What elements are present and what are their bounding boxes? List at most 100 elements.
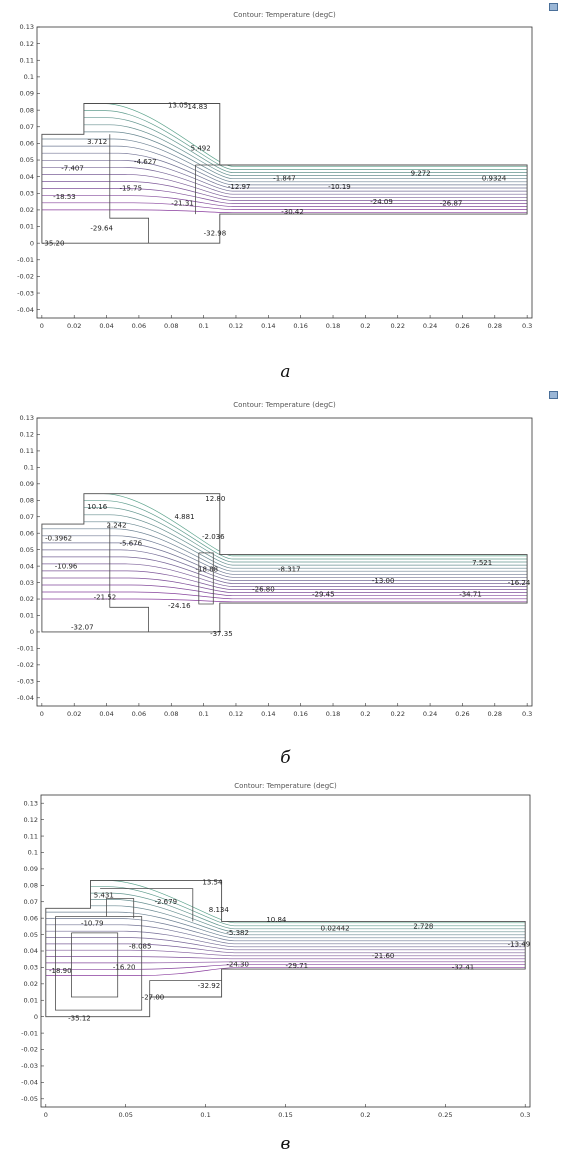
- contour-label: -18.90: [49, 967, 72, 975]
- y-tick-label: 0.09: [24, 865, 38, 873]
- contour-label: -24.09: [370, 198, 393, 206]
- y-tick-label: -0.02: [17, 661, 34, 669]
- contour-label: -4.627: [134, 158, 157, 166]
- x-tick-label: 0.16: [293, 710, 307, 718]
- isotherm-line: [45, 911, 526, 939]
- isotherm-line: [45, 930, 526, 948]
- y-tick-label: 0.06: [20, 529, 34, 537]
- caption-a: а: [280, 362, 291, 382]
- y-tick-label: 0: [30, 628, 34, 636]
- contour-label: 10.84: [266, 916, 287, 924]
- x-tick-label: 0.2: [360, 322, 370, 330]
- x-tick-label: 0.04: [99, 322, 113, 330]
- x-tick-label: 0.3: [522, 322, 532, 330]
- contour-label: -30.42: [281, 208, 304, 216]
- contour-label: -37.35: [210, 630, 233, 638]
- x-tick-label: 0.2: [360, 1111, 370, 1119]
- isotherm-line: [45, 899, 526, 933]
- isotherm-line: [41, 535, 528, 575]
- x-tick-label: 0.15: [278, 1111, 292, 1119]
- y-tick-label: -0.03: [17, 289, 34, 297]
- y-tick-label: 0.06: [24, 914, 38, 922]
- contour-label: 0.9324: [482, 175, 507, 183]
- isotherm-line: [41, 521, 528, 569]
- isotherm-line: [41, 110, 528, 170]
- x-tick-label: 0.02: [67, 710, 81, 718]
- isotherm-line: [45, 967, 526, 976]
- y-tick-label: 0.09: [20, 90, 34, 98]
- isotherm-line: [41, 124, 528, 176]
- y-tick-label: 0.05: [24, 931, 38, 939]
- contour-label: 5.492: [191, 145, 211, 153]
- y-tick-label: 0.1: [24, 73, 34, 81]
- y-tick-label: -0.03: [21, 1062, 38, 1070]
- isotherm-group: [41, 493, 528, 603]
- contour-label: -0.3962: [45, 534, 72, 542]
- isotherm-line: [41, 145, 528, 186]
- isotherm-line: [41, 181, 528, 201]
- contour-label: -21.31: [171, 200, 194, 208]
- y-tick-label: 0.08: [24, 882, 38, 890]
- domain-boundary: [198, 552, 214, 605]
- x-tick-label: 0.06: [132, 322, 146, 330]
- chart-title: Contour: Temperature (degC): [233, 11, 336, 19]
- contour-label: 7.521: [472, 559, 492, 567]
- isotherm-line: [41, 570, 528, 590]
- y-tick-label: -0.01: [17, 645, 34, 653]
- isotherm-line: [45, 964, 526, 970]
- y-tick-label: 0.05: [20, 156, 34, 164]
- x-tick-label: 0.12: [229, 322, 243, 330]
- x-tick-label: 0.1: [198, 322, 208, 330]
- contour-label: -21.52: [94, 594, 117, 602]
- contour-label: -8.085: [129, 942, 152, 950]
- y-tick-label: 0.07: [20, 123, 34, 131]
- y-tick-label: 0.03: [20, 189, 34, 197]
- contour-label: -18.88: [196, 566, 219, 574]
- contour-label: -15.75: [120, 185, 143, 193]
- y-tick-label: 0.07: [20, 513, 34, 521]
- isotherm-line: [41, 563, 528, 587]
- export-icon[interactable]: [549, 391, 558, 399]
- isotherm-line: [45, 937, 526, 951]
- isotherm-line: [41, 500, 528, 560]
- y-tick-label: 0.01: [20, 612, 34, 620]
- y-tick-label: 0: [34, 1013, 38, 1021]
- contour-label: -13.00: [372, 577, 395, 585]
- contour-label: 8.134: [209, 906, 230, 914]
- y-tick-label: 0.05: [20, 546, 34, 554]
- y-tick-label: 0.07: [24, 898, 38, 906]
- domain-outline: [41, 493, 528, 633]
- y-tick-label: -0.03: [17, 678, 34, 686]
- contour-label: -2.679: [154, 898, 177, 906]
- y-tick-label: 0: [30, 239, 34, 247]
- x-tick-label: 0.08: [164, 322, 178, 330]
- y-tick-label: 0.03: [24, 964, 38, 972]
- y-tick-label: 0.03: [20, 579, 34, 587]
- isotherm-line: [41, 591, 528, 600]
- contour-label: -10.96: [55, 562, 78, 570]
- domain-outline: [41, 103, 528, 244]
- x-tick-label: 0.18: [326, 322, 340, 330]
- contour-label: -12.97: [228, 183, 251, 191]
- x-tick-label: 0: [40, 322, 44, 330]
- domain-boundary: [149, 980, 222, 997]
- y-tick-label: 0.04: [20, 562, 34, 570]
- y-tick-label: 0.01: [20, 223, 34, 231]
- export-icon[interactable]: [549, 3, 558, 11]
- contour-label: -29.45: [312, 590, 335, 598]
- isotherm-line: [41, 556, 528, 584]
- contour-plot-c: Contour: Temperature (degC)0.130.120.110…: [21, 782, 531, 1119]
- contour-label: 13.54: [202, 878, 223, 886]
- x-tick-label: 0.14: [261, 710, 275, 718]
- contour-label: -5.676: [120, 539, 143, 547]
- plot-frame: [36, 417, 533, 707]
- isotherm-line: [45, 956, 526, 960]
- isotherm-line: [41, 117, 528, 173]
- y-tick-label: 0.13: [24, 799, 38, 807]
- isotherm-line: [41, 542, 528, 578]
- isotherm-line: [41, 549, 528, 581]
- x-tick-label: 0.08: [164, 710, 178, 718]
- x-tick-label: 0.1: [200, 1111, 210, 1119]
- isotherm-line: [41, 507, 528, 563]
- x-tick-label: 0.24: [423, 710, 437, 718]
